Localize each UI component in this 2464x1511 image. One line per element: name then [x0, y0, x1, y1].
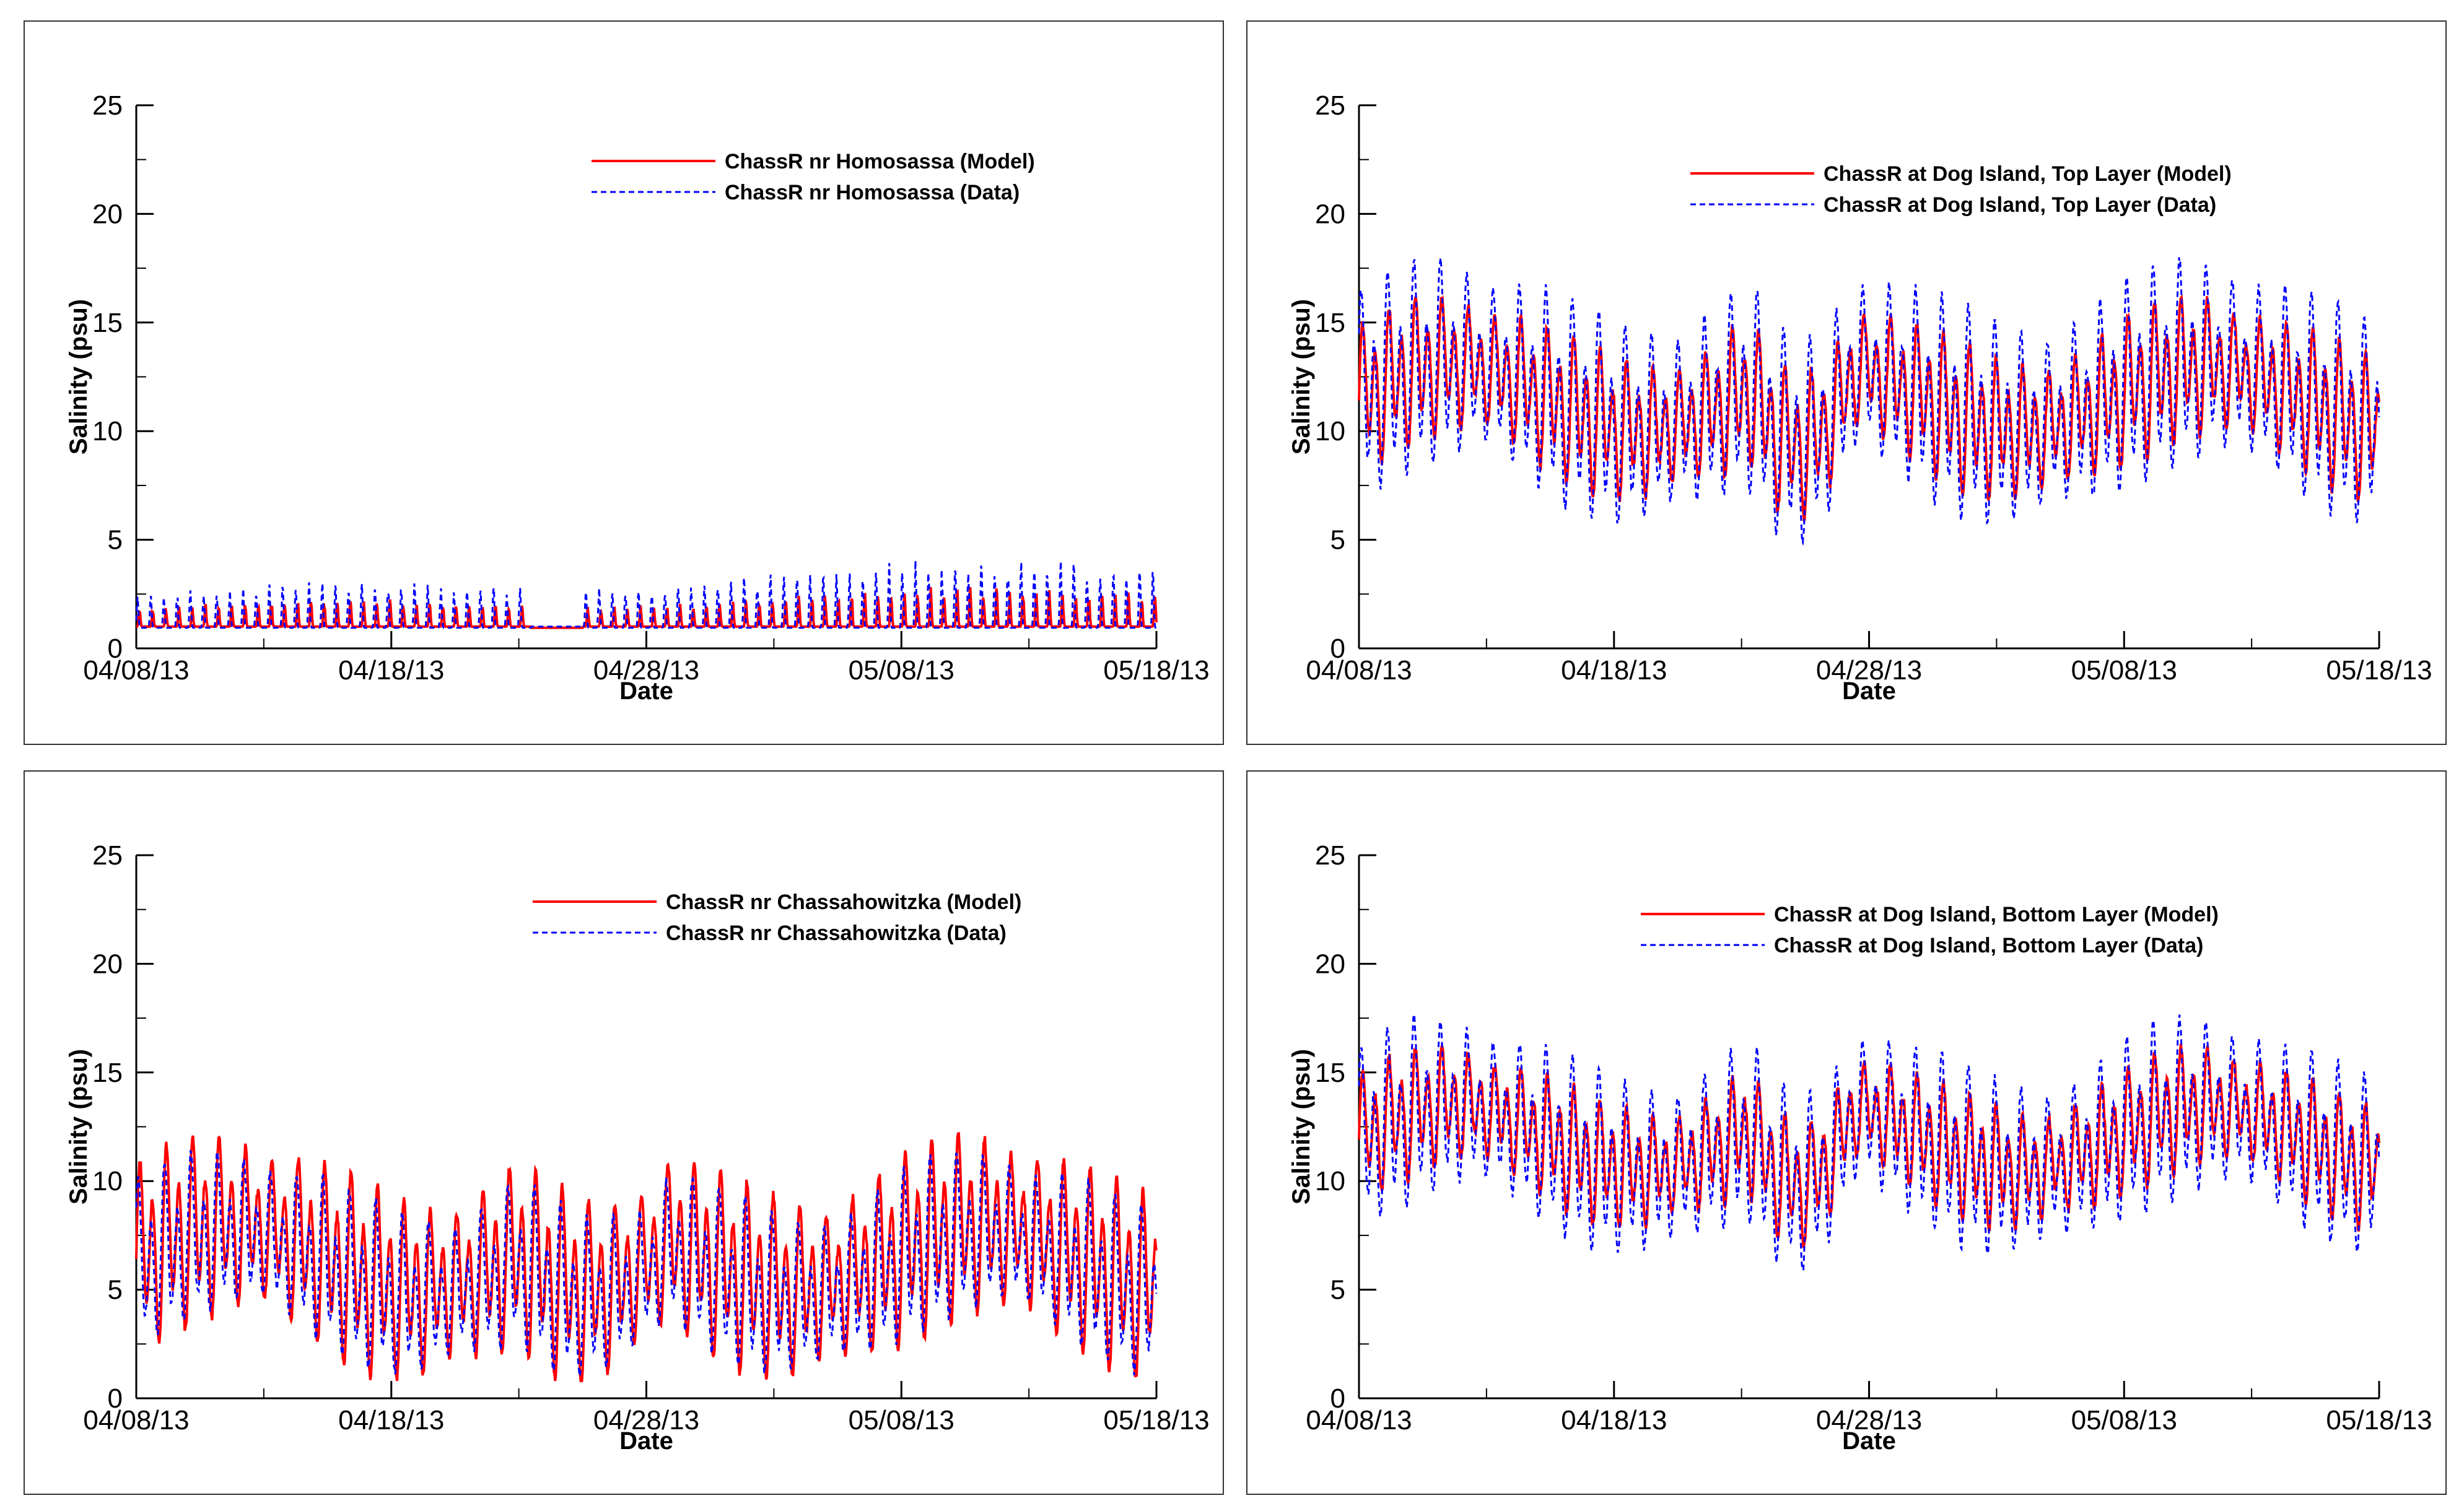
legend-label-data: ChassR nr Chassahowitzka (Data): [666, 921, 1007, 945]
x-tick-label: 04/28/13: [593, 1405, 699, 1435]
series-line-model: [1358, 294, 2380, 522]
legend-label-model: ChassR nr Chassahowitzka (Model): [666, 890, 1021, 914]
x-tick-label: 05/18/13: [1103, 655, 1209, 686]
y-tick-label: 10: [92, 416, 123, 446]
x-tick-label: 05/08/13: [2071, 1405, 2177, 1435]
x-tick-label: 04/18/13: [338, 1405, 444, 1435]
x-axis-title: Date: [619, 677, 673, 705]
x-tick-label: 04/18/13: [338, 655, 444, 686]
series-line-model: [135, 1131, 1158, 1382]
y-tick-label: 5: [1330, 1275, 1345, 1305]
legend-label-model: ChassR nr Homosassa (Model): [725, 150, 1035, 173]
x-tick-label: 04/08/13: [83, 655, 189, 686]
x-tick-label: 04/28/13: [1816, 1405, 1922, 1435]
x-tick-label: 05/08/13: [849, 1405, 955, 1435]
y-tick-label: 25: [92, 90, 123, 121]
legend-label-data: ChassR nr Homosassa (Data): [725, 181, 1020, 204]
y-tick-label: 20: [1315, 199, 1345, 229]
x-axis-title: Date: [1842, 1427, 1896, 1455]
chart-svg: 0 5 10 15 20 25 04/08/13 04/18/13 04/28/13 05/08/…: [1288, 90, 2432, 705]
y-tick-label: 20: [92, 199, 123, 229]
y-tick-label: 0: [108, 1383, 123, 1414]
legend-label-model: ChassR at Dog Island, Bottom Layer (Mode…: [1774, 903, 2219, 926]
x-tick-label: 04/18/13: [1561, 1405, 1667, 1435]
x-tick-label: 05/08/13: [849, 655, 955, 686]
y-axis-title: Salinity (psu): [1288, 1049, 1315, 1204]
y-tick-label: 15: [1315, 1058, 1345, 1088]
y-tick-label: 25: [92, 840, 123, 871]
chart-panel-homosassa: 0 5 10 15 20 25 04/08/13 04/18/13 04/28/13 05/08/…: [24, 20, 1224, 745]
y-tick-label: 10: [92, 1166, 123, 1196]
y-tick-label: 5: [108, 525, 123, 555]
x-tick-label: 04/28/13: [593, 655, 699, 686]
y-axis-title: Salinity (psu): [1288, 299, 1315, 455]
y-tick-label: 10: [1315, 416, 1345, 446]
x-axis-title: Date: [619, 1427, 673, 1455]
x-axis-title: Date: [1842, 677, 1896, 705]
y-axis-title: Salinity (psu): [65, 299, 92, 455]
y-tick-label: 5: [1330, 525, 1345, 555]
y-tick-label: 5: [108, 1275, 123, 1305]
legend-label-data: ChassR at Dog Island, Top Layer (Data): [1824, 193, 2216, 217]
x-tick-label: 05/18/13: [2326, 1405, 2432, 1435]
x-tick-label: 04/28/13: [1816, 655, 1922, 686]
y-tick-label: 20: [1315, 949, 1345, 979]
y-tick-label: 15: [92, 1058, 123, 1088]
y-tick-label: 0: [108, 634, 123, 664]
y-tick-label: 15: [1315, 308, 1345, 338]
series-line-data: [1358, 1014, 2380, 1274]
legend-label-data: ChassR at Dog Island, Bottom Layer (Data…: [1774, 934, 2203, 957]
legend-label-model: ChassR at Dog Island, Top Layer (Model): [1824, 162, 2232, 186]
chart-svg: 0 5 10 15 20 25 04/08/13 04/18/13 04/28/13 05/08/…: [1288, 840, 2432, 1455]
y-tick-label: 15: [92, 308, 123, 338]
series-line-data: [1358, 257, 2380, 546]
y-tick-label: 0: [1330, 634, 1345, 664]
chart-panel-chassahowitzka: 0 5 10 15 20 25 04/08/13 04/18/13 04/28/13 05/08/…: [24, 770, 1224, 1495]
y-axis-title: Salinity (psu): [65, 1049, 92, 1204]
y-tick-label: 20: [92, 949, 123, 979]
chart-svg: 0 5 10 15 20 25 04/08/13 04/18/13 04/28/13 05/08/…: [65, 840, 1210, 1455]
x-tick-label: 04/08/13: [83, 1405, 189, 1435]
y-tick-label: 25: [1315, 90, 1345, 121]
x-tick-label: 05/18/13: [1103, 1405, 1209, 1435]
x-tick-label: 04/08/13: [1306, 655, 1412, 686]
chart-svg: 0 5 10 15 20 25 04/08/13 04/18/13 04/28/13 05/08/…: [65, 90, 1210, 705]
x-tick-label: 04/18/13: [1561, 655, 1667, 686]
x-tick-label: 05/18/13: [2326, 655, 2432, 686]
series-line-data: [135, 1150, 1158, 1380]
series-line-model: [136, 587, 1158, 629]
x-tick-label: 04/08/13: [1306, 1405, 1412, 1435]
y-tick-label: 25: [1315, 840, 1345, 871]
y-tick-label: 0: [1330, 1383, 1345, 1414]
y-tick-label: 10: [1315, 1166, 1345, 1196]
chart-panel-dog-island-top: 0 5 10 15 20 25 04/08/13 04/18/13 04/28/13 05/08/…: [1246, 20, 2447, 745]
chart-panel-dog-island-bottom: 0 5 10 15 20 25 04/08/13 04/18/13 04/28/13 05/08/…: [1246, 770, 2447, 1495]
x-tick-label: 05/08/13: [2071, 655, 2177, 686]
series-line-data: [135, 560, 1156, 630]
